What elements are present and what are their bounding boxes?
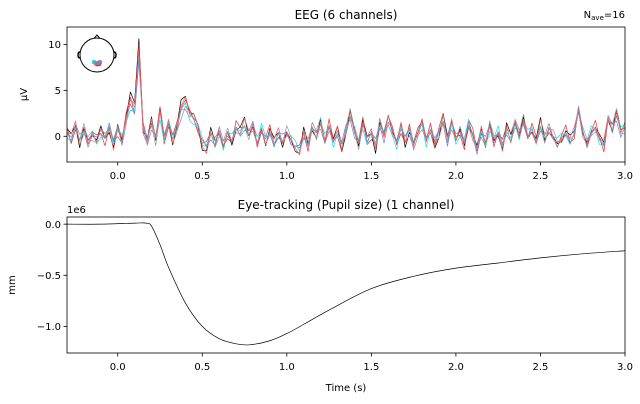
- y-tick-label: 0: [55, 132, 61, 143]
- x-tick-label: 2.5: [533, 362, 549, 373]
- eeg-channel-line-1: [67, 38, 625, 154]
- x-tick-label: 2.5: [533, 171, 549, 182]
- x-axis-label: Time (s): [325, 383, 367, 394]
- head-outline-icon: [79, 37, 115, 73]
- eeg-channel-line-5: [67, 61, 625, 155]
- eeg-channel-line-3: [67, 57, 625, 153]
- sensor-dot: [95, 60, 101, 66]
- y-tick-label: 10: [48, 40, 61, 51]
- x-tick-label: 1.0: [279, 362, 295, 373]
- x-tick-label: 0.5: [194, 171, 210, 182]
- x-tick-label: 1.0: [279, 171, 295, 182]
- x-tick-label: 3.0: [617, 362, 633, 373]
- y-tick-label: −0.5: [37, 271, 61, 282]
- y-axis-label: µV: [19, 88, 30, 101]
- eeg-axes: 0.0 0.5 1.0 1.5 2.0 2.5 3.0 0 5 10 EEG (6 channels…: [19, 8, 633, 182]
- nose-icon: [93, 34, 101, 39]
- eeg-channel-line-2: [67, 44, 625, 153]
- y-offset-text: 1e6: [67, 205, 86, 216]
- sensor-head-inset: [77, 34, 117, 73]
- nave-prefix: N: [584, 10, 591, 21]
- nave-annotation: Nave=16: [584, 10, 625, 22]
- eeg-channel-line-4: [67, 53, 625, 154]
- y-axis-label: mm: [7, 275, 18, 294]
- pupil-size-line: [67, 222, 625, 346]
- axes-title: Eye-tracking (Pupil size) (1 channel): [238, 198, 455, 212]
- x-tick-label: 1.5: [363, 171, 379, 182]
- y-tick-label: −1.0: [37, 322, 61, 333]
- x-tick-label: 3.0: [617, 171, 633, 182]
- axes-frame: [66, 216, 626, 354]
- x-tick-label: 1.5: [363, 362, 379, 373]
- right-ear-icon: [113, 51, 117, 59]
- x-tick-label: 2.0: [448, 171, 464, 182]
- y-tick-label: 5: [55, 86, 61, 97]
- y-tick-label: 0.0: [45, 220, 61, 231]
- nave-sub: ave: [591, 14, 604, 22]
- axes-frame: [66, 26, 626, 163]
- x-tick-label: 2.0: [448, 362, 464, 373]
- eeg-channel-line-6: [67, 48, 625, 156]
- pupil-axes: 0.0 0.5 1.0 1.5 2.0 2.5 3.0 0.0 −0.5 −1.0 Eye-trac…: [7, 198, 633, 394]
- axes-title: EEG (6 channels): [295, 8, 398, 22]
- x-tick-label: 0.0: [110, 362, 126, 373]
- series-group: [67, 38, 625, 156]
- left-ear-icon: [77, 51, 81, 59]
- x-tick-label: 0.0: [110, 171, 126, 182]
- x-tick-label: 0.5: [194, 362, 210, 373]
- series-group: [67, 222, 625, 346]
- nave-suffix: =16: [604, 10, 625, 21]
